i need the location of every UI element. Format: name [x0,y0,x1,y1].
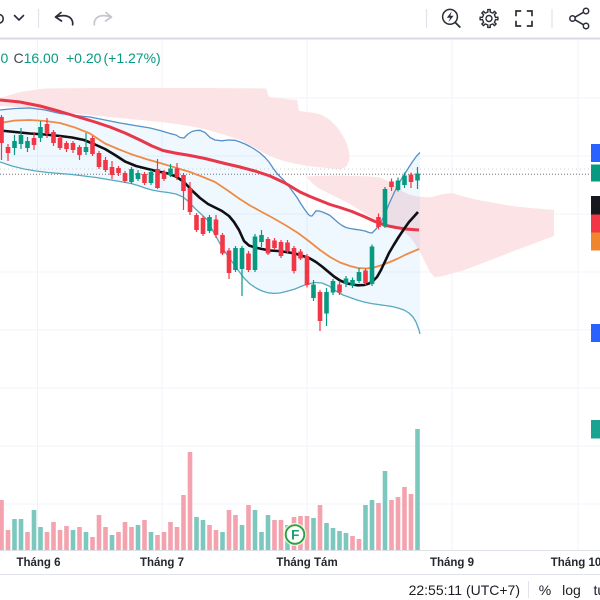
svg-text:log: log [562,582,581,598]
svg-text:Tháng 6: Tháng 6 [16,557,60,569]
svg-text:+0.20: +0.20 [66,50,102,66]
svg-text:22:55:11 (UTC+7): 22:55:11 (UTC+7) [409,582,520,598]
svg-text:Tháng 9: Tháng 9 [430,557,474,569]
svg-text:0: 0 [1,50,9,66]
svg-text:tự động: tự động [594,582,600,598]
svg-text:F: F [291,528,299,543]
svg-text:C: C [14,50,24,66]
svg-text:(+1.27%): (+1.27%) [104,50,161,66]
svg-text:%: % [539,582,551,598]
svg-text:Tháng 10: Tháng 10 [551,557,600,569]
svg-text:Tháng Tám: Tháng Tám [276,557,337,569]
svg-text:Tháng 7: Tháng 7 [140,557,184,569]
svg-text:16.00: 16.00 [24,50,59,66]
